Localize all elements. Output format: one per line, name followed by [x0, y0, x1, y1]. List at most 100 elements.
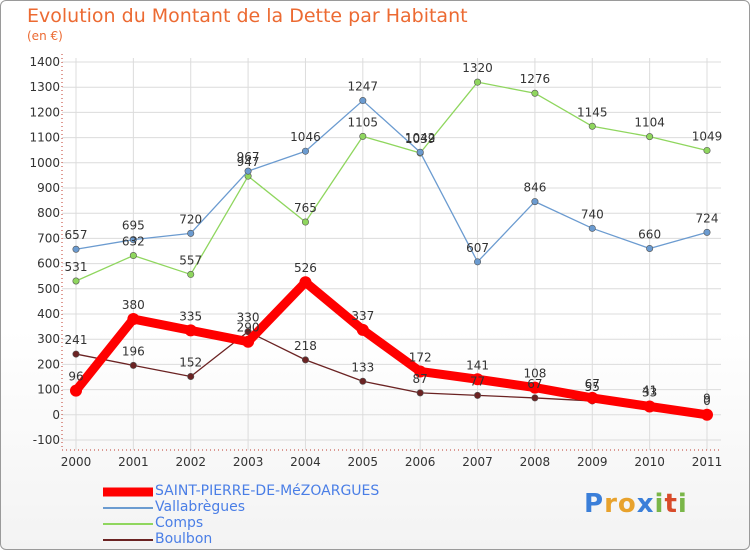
data-label: 141 — [466, 358, 489, 372]
logo-letter: r — [604, 489, 618, 519]
data-label: 657 — [65, 228, 88, 242]
data-point — [244, 328, 252, 336]
data-point — [588, 224, 596, 232]
data-point — [301, 147, 309, 155]
data-label: 152 — [179, 355, 202, 369]
data-label: 632 — [122, 235, 145, 249]
data-point — [242, 335, 255, 348]
data-label: 531 — [65, 260, 88, 274]
data-point — [474, 258, 482, 266]
data-label: 660 — [638, 227, 661, 241]
y-tick-label: 400 — [37, 307, 60, 321]
data-point — [531, 394, 539, 402]
x-tick-label: 2009 — [577, 455, 608, 469]
data-label: 33 — [642, 385, 657, 399]
data-point — [703, 228, 711, 236]
data-point — [359, 377, 367, 385]
data-label: 720 — [179, 212, 202, 226]
data-label: 947 — [237, 155, 260, 169]
logo-letter: x — [636, 489, 655, 519]
data-point — [301, 356, 309, 364]
logo-letter: i — [654, 489, 665, 519]
y-tick-label: 1200 — [29, 105, 60, 119]
data-point — [474, 391, 482, 399]
data-point — [187, 229, 195, 237]
y-tick-label: 800 — [37, 206, 60, 220]
data-point — [127, 313, 140, 326]
data-label: 967 — [237, 150, 260, 164]
data-label: 526 — [294, 261, 317, 275]
data-point — [359, 97, 367, 105]
data-label: 96 — [68, 370, 83, 384]
data-label: 67 — [585, 377, 600, 391]
x-tick-label: 2004 — [290, 455, 321, 469]
x-tick-label: 2000 — [61, 455, 92, 469]
data-point — [701, 408, 713, 421]
data-point — [586, 391, 599, 404]
data-label: 1104 — [634, 116, 665, 130]
data-point — [129, 236, 137, 244]
x-tick-label: 2001 — [118, 455, 149, 469]
x-tick-label: 2007 — [462, 455, 493, 469]
data-label: 1046 — [290, 130, 321, 144]
series-layer — [70, 78, 713, 421]
data-point — [299, 276, 312, 289]
data-label: 9 — [703, 392, 711, 406]
data-label: 41 — [642, 383, 657, 397]
data-point — [646, 244, 654, 252]
x-tick-label: 2010 — [634, 455, 665, 469]
data-point — [416, 389, 424, 397]
data-point — [72, 277, 80, 285]
data-label: 740 — [581, 207, 604, 221]
y-tick-label: 0 — [52, 408, 60, 422]
data-label: 87 — [413, 372, 428, 386]
series-line-2 — [75, 81, 708, 282]
data-point — [531, 198, 539, 206]
data-label: 1320 — [462, 61, 493, 75]
data-label: 172 — [409, 350, 432, 364]
data-label: 1145 — [577, 105, 608, 119]
axes: -100 0 100 200 300 400 500 600 700 800 900 1000 1100… — [29, 54, 722, 469]
legend-label-saint-pierre: SAINT-PIERRE-DE-MéZOARGUES — [155, 483, 380, 499]
data-label: 695 — [122, 219, 145, 233]
data-label: 337 — [351, 309, 374, 323]
data-point — [129, 361, 137, 369]
data-point — [187, 270, 195, 278]
data-label: 108 — [523, 367, 546, 381]
y-tick-label: 600 — [37, 257, 60, 271]
data-label: 724 — [696, 211, 719, 225]
x-tick-label: 2011 — [692, 455, 723, 469]
data-point — [187, 372, 195, 380]
data-point — [72, 245, 80, 253]
x-tick-label: 2006 — [405, 455, 436, 469]
data-point — [471, 373, 484, 386]
legend-label-vallabregues: Vallabrègues — [155, 499, 246, 515]
x-tick-label: 2005 — [348, 455, 379, 469]
data-label: 55 — [585, 380, 600, 394]
data-label: 218 — [294, 339, 317, 353]
data-label: 335 — [179, 309, 202, 323]
data-label: 1042 — [405, 131, 436, 145]
data-point — [70, 384, 82, 397]
data-point — [129, 252, 137, 260]
y-tick-label: 1400 — [29, 55, 60, 69]
data-point — [474, 78, 482, 86]
y-tick-label: 1000 — [29, 156, 60, 170]
data-point — [646, 133, 654, 141]
data-label: 67 — [527, 377, 542, 391]
data-label: 1247 — [348, 80, 379, 94]
data-point — [416, 148, 424, 156]
data-point — [244, 167, 252, 175]
legend-swatches — [103, 487, 153, 541]
x-tick-label: 2008 — [520, 455, 551, 469]
data-label: 380 — [122, 298, 145, 312]
logo-letter: i — [677, 489, 688, 519]
series-line-1 — [75, 99, 708, 263]
data-point — [359, 132, 367, 140]
data-point — [184, 324, 197, 337]
data-point — [531, 89, 539, 97]
data-point — [356, 323, 369, 336]
y-tick-label: 300 — [37, 332, 60, 346]
data-point — [414, 365, 427, 378]
grid — [62, 58, 721, 450]
